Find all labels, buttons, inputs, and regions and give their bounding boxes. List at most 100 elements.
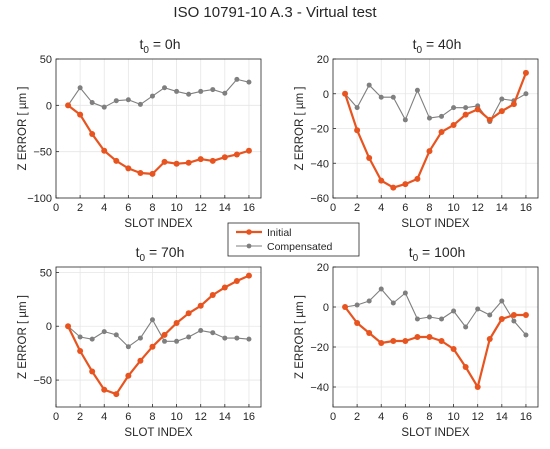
subplot-title-sub: 0: [140, 253, 146, 264]
series-compensated: [342, 82, 529, 125]
y-axis-label: Z ERROR [ µm ]: [294, 295, 306, 379]
legend: Initial Compensated: [227, 222, 360, 257]
data-point-compensated: [366, 82, 372, 88]
data-point-initial: [161, 158, 168, 165]
x-tick-label: 10: [170, 411, 182, 423]
data-point-compensated: [174, 88, 180, 94]
x-tick-label: 6: [125, 411, 131, 423]
x-tick-label: 4: [101, 411, 107, 423]
subplot-title-rest: = 40h: [422, 36, 461, 52]
data-point-initial: [149, 343, 156, 350]
data-point-compensated: [222, 90, 228, 96]
subplot-title-rest: = 70h: [145, 244, 184, 260]
legend-marker-initial: [246, 229, 252, 235]
x-tick-label: 14: [219, 202, 231, 214]
series-compensated: [342, 286, 529, 338]
data-point-compensated: [439, 113, 445, 119]
data-point-initial: [233, 151, 240, 158]
data-point-initial: [438, 128, 445, 135]
data-point-initial: [65, 323, 72, 330]
x-tick-label: 8: [426, 411, 432, 423]
data-point-compensated: [378, 94, 384, 100]
data-point-initial: [486, 116, 493, 123]
data-point-compensated: [414, 87, 420, 93]
data-point-initial: [474, 384, 481, 390]
data-point-compensated: [451, 105, 457, 111]
subplot-title-rest: = 100h: [418, 244, 465, 260]
data-point-initial: [101, 147, 108, 154]
series-compensated: [65, 76, 252, 110]
series-compensated: [65, 317, 252, 350]
axes-box: [55, 58, 262, 199]
data-point-initial: [510, 312, 517, 318]
data-point-initial: [77, 111, 84, 118]
subplot-title-sub: 0: [417, 45, 423, 56]
data-point-compensated: [89, 100, 95, 106]
series-line-initial: [67, 104, 250, 176]
data-point-initial: [197, 302, 204, 309]
y-tick-label: 20: [317, 262, 329, 274]
data-point-initial: [390, 338, 397, 344]
y-tick-label: 50: [40, 54, 52, 66]
subplot-title: t0 = 0h: [140, 36, 181, 56]
series-line-compensated: [344, 288, 527, 336]
data-point-compensated: [101, 329, 107, 335]
data-point-compensated: [246, 336, 252, 342]
y-tick-label: 20: [317, 54, 329, 66]
series-initial: [65, 102, 252, 177]
data-point-initial: [221, 284, 228, 291]
series-line-initial: [67, 274, 250, 396]
legend-marker-compensated: [246, 243, 252, 249]
x-tick-label: 2: [354, 411, 360, 423]
x-tick-label: 0: [53, 411, 59, 423]
data-point-initial: [245, 272, 252, 279]
data-point-compensated: [234, 335, 240, 341]
data-point-compensated: [234, 76, 240, 82]
series-line-compensated: [344, 84, 527, 123]
y-tick-label: −100: [27, 193, 52, 205]
data-point-compensated: [246, 79, 252, 85]
data-point-compensated: [198, 328, 204, 334]
x-tick-label: 16: [243, 202, 255, 214]
data-point-compensated: [523, 91, 529, 97]
data-point-compensated: [89, 336, 95, 342]
x-tick-label: 14: [219, 411, 231, 423]
y-tick-label: 50: [40, 267, 52, 279]
y-tick-label: −60: [310, 193, 329, 205]
x-axis-label: SLOT INDEX: [401, 218, 469, 230]
y-tick-label: −20: [310, 124, 329, 136]
data-point-compensated: [113, 98, 119, 104]
x-tick-label: 2: [77, 411, 83, 423]
data-point-initial: [498, 316, 505, 322]
data-point-compensated: [162, 338, 168, 344]
data-point-compensated: [487, 312, 493, 318]
figure-title: ISO 10791-10 A.3 - Virtual test: [173, 4, 377, 21]
x-axis-label: SLOT INDEX: [401, 427, 469, 439]
x-tick-label: 8: [149, 411, 155, 423]
subplot-title-sub: 0: [413, 253, 419, 264]
x-tick-label: 12: [472, 202, 484, 214]
data-point-initial: [486, 336, 493, 342]
x-tick-label: 14: [496, 411, 508, 423]
data-point-initial: [149, 170, 156, 177]
data-point-compensated: [354, 105, 360, 111]
subplot-title-base: t: [409, 244, 413, 260]
data-point-initial: [173, 160, 180, 167]
x-tick-label: 0: [53, 202, 59, 214]
data-point-initial: [173, 320, 180, 326]
data-point-initial: [77, 348, 84, 354]
data-point-compensated: [390, 300, 396, 306]
data-point-compensated: [210, 330, 216, 336]
data-point-initial: [185, 159, 192, 166]
data-point-compensated: [402, 290, 408, 296]
x-tick-label: 14: [496, 202, 508, 214]
x-tick-label: 12: [472, 411, 484, 423]
x-tick-label: 8: [149, 202, 155, 214]
data-point-compensated: [137, 335, 143, 341]
y-tick-label: 0: [46, 321, 52, 333]
subplot-title: t0 = 100h: [409, 244, 466, 264]
y-axis-label: Z ERROR [ µm ]: [17, 295, 29, 379]
